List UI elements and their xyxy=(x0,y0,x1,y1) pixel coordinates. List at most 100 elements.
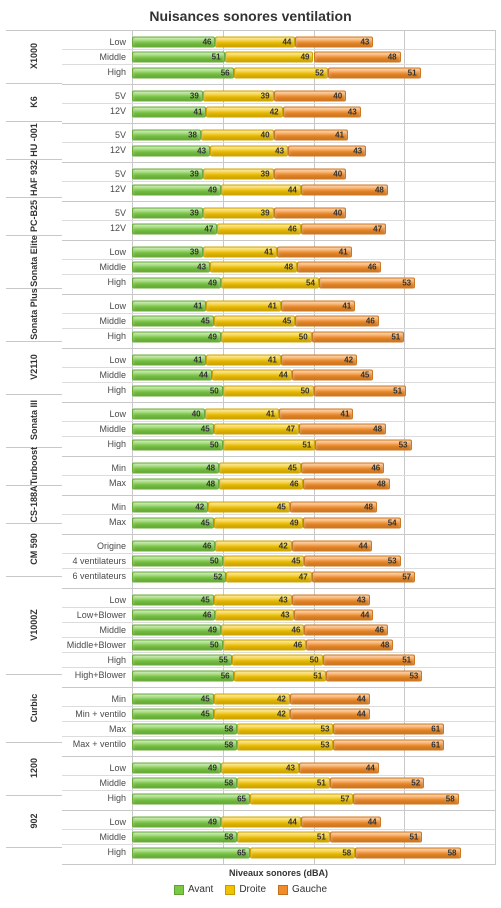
chart-row: Low414141 xyxy=(62,299,495,314)
bar-segment: 43 xyxy=(215,610,293,621)
row-label: Middle xyxy=(62,260,132,275)
bar-segment: 48 xyxy=(290,502,377,513)
bar-segment: 39 xyxy=(203,91,274,102)
legend-swatch xyxy=(174,885,184,895)
bar-track: 454954 xyxy=(132,515,495,530)
chart-title: Nuisances sonores ventilation xyxy=(6,8,495,24)
row-label: 12V xyxy=(62,143,132,158)
bar-track: 585152 xyxy=(132,776,495,791)
bar-segment: 44 xyxy=(299,763,379,774)
bar-segment: 49 xyxy=(132,277,221,288)
group-label: Sonata Elite xyxy=(29,236,39,288)
bar-segment: 45 xyxy=(132,709,214,720)
bar-segment: 40 xyxy=(274,91,347,102)
bar-segment: 46 xyxy=(217,223,300,234)
row-label: High xyxy=(62,437,132,452)
group-label: K6 xyxy=(29,96,39,108)
chart-row: Low404141 xyxy=(62,407,495,422)
bar-segment: 51 xyxy=(323,655,416,666)
bar-track: 585361 xyxy=(132,722,495,737)
bar-segment: 53 xyxy=(315,439,411,450)
bar-segment: 39 xyxy=(203,208,274,219)
legend-item: Avant xyxy=(174,884,213,895)
bar-track: 484546 xyxy=(132,461,495,476)
legend: AvantDroiteGauche xyxy=(6,884,495,898)
bar-track: 555051 xyxy=(132,653,495,668)
bar-segment: 55 xyxy=(132,655,232,666)
bar-segment: 44 xyxy=(290,694,370,705)
row-label: High xyxy=(62,275,132,290)
bar-segment: 47 xyxy=(132,223,217,234)
chart-row: Max484648 xyxy=(62,476,495,491)
chart-row: 5V393940 xyxy=(62,167,495,182)
row-label: High xyxy=(62,65,132,80)
bar-segment: 48 xyxy=(314,52,401,63)
group-label: HAF 932 xyxy=(29,160,39,196)
bar-segment: 45 xyxy=(132,694,214,705)
chart-row: High495051 xyxy=(62,329,495,344)
chart-row: Low494344 xyxy=(62,761,495,776)
bar-segment: 45 xyxy=(214,316,296,327)
bar-segment: 50 xyxy=(232,655,323,666)
chart-row: High655758 xyxy=(62,791,495,806)
bar-segment: 53 xyxy=(326,670,422,681)
bar-segment: 45 xyxy=(223,556,305,567)
bar-segment: 43 xyxy=(132,262,210,273)
chart-row: 5V384041 xyxy=(62,128,495,143)
row-label: Low xyxy=(62,35,132,50)
bar-segment: 43 xyxy=(292,595,370,606)
bar-segment: 51 xyxy=(132,52,225,63)
bar-segment: 41 xyxy=(206,355,280,366)
chart-row: 12V474647 xyxy=(62,221,495,236)
bar-track: 505051 xyxy=(132,383,495,398)
bar-segment: 56 xyxy=(132,670,234,681)
bar-segment: 58 xyxy=(355,847,460,858)
bar-segment: 50 xyxy=(132,556,223,567)
bar-segment: 61 xyxy=(333,724,444,735)
bar-segment: 50 xyxy=(132,640,223,651)
chart-row: Max454954 xyxy=(62,515,495,530)
bar-segment: 39 xyxy=(132,169,203,180)
bar-track: 585361 xyxy=(132,737,495,752)
bar-segment: 44 xyxy=(221,817,301,828)
row-label: Middle xyxy=(62,368,132,383)
bar-segment: 44 xyxy=(292,541,372,552)
bar-track: 464443 xyxy=(132,35,495,50)
bar-segment: 54 xyxy=(221,277,319,288)
row-label: 4 ventilateurs xyxy=(62,554,132,569)
bar-segment: 45 xyxy=(132,424,214,435)
row-label: 6 ventilateurs xyxy=(62,569,132,584)
bar-track: 454244 xyxy=(132,692,495,707)
bar-segment: 57 xyxy=(250,793,353,804)
bar-track: 464344 xyxy=(132,608,495,623)
bar-track: 655758 xyxy=(132,791,495,806)
chart-row: Middle454748 xyxy=(62,422,495,437)
bar-segment: 58 xyxy=(132,739,237,750)
bar-segment: 50 xyxy=(132,385,223,396)
chart-row: Middle585151 xyxy=(62,830,495,845)
bar-segment: 53 xyxy=(237,739,333,750)
bar-segment: 45 xyxy=(132,595,214,606)
bar-track: 565251 xyxy=(132,65,495,80)
bar-track: 464244 xyxy=(132,539,495,554)
chart-row: 5V393940 xyxy=(62,89,495,104)
chart-group: Low464443Middle514948High565251 xyxy=(62,30,495,84)
chart-row: 12V434343 xyxy=(62,143,495,158)
row-label: 12V xyxy=(62,221,132,236)
x-axis-label: Niveaux sonores (dBA) xyxy=(62,868,495,878)
bar-track: 394141 xyxy=(132,245,495,260)
bar-segment: 41 xyxy=(132,106,206,117)
bar-track: 565153 xyxy=(132,668,495,683)
chart-group: Low494344Middle585152High655758 xyxy=(62,756,495,810)
row-label: Middle xyxy=(62,776,132,791)
bar-segment: 49 xyxy=(132,625,221,636)
chart-row: Low454343 xyxy=(62,593,495,608)
bar-segment: 65 xyxy=(132,847,250,858)
row-label: Middle xyxy=(62,422,132,437)
chart-row: Low394141 xyxy=(62,245,495,260)
bar-segment: 51 xyxy=(328,67,421,78)
bar-segment: 53 xyxy=(237,724,333,735)
bar-segment: 47 xyxy=(301,223,386,234)
bar-segment: 44 xyxy=(294,610,374,621)
bar-segment: 41 xyxy=(274,130,348,141)
